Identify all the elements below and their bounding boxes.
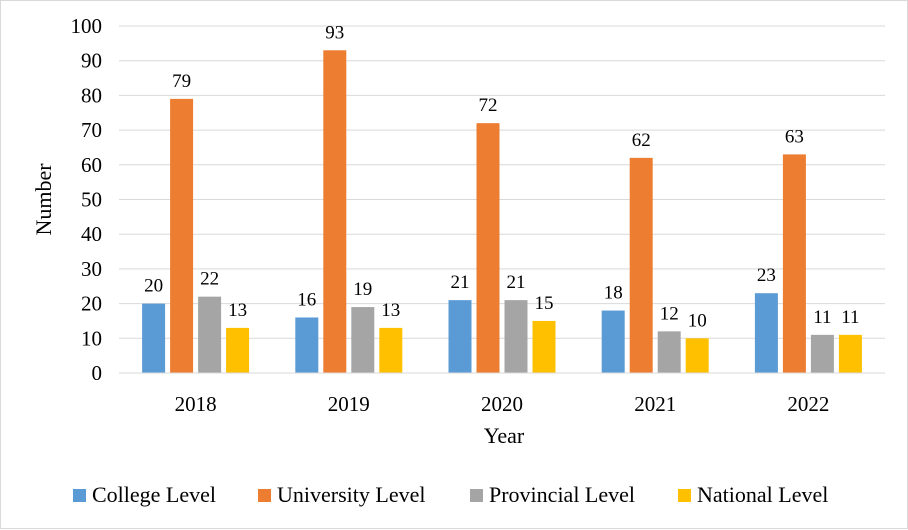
data-label: 12 [660, 303, 679, 324]
data-label: 63 [785, 126, 804, 147]
y-tick-label: 40 [81, 222, 102, 246]
y-tick-label: 60 [81, 153, 102, 177]
legend-label: College Level [92, 482, 216, 507]
bar-provincial-level-2021 [657, 331, 681, 373]
data-labels: 20 79 22 13 16 93 19 13 21 72 21 15 18 62 12 10 23 63 11 11 [144, 22, 859, 331]
y-tick-label: 80 [81, 83, 102, 107]
data-label: 13 [381, 300, 400, 321]
y-tick-label: 100 [71, 14, 103, 38]
x-tick-label: 2021 [634, 392, 676, 416]
bar-provincial-level-2022 [810, 334, 834, 373]
data-label: 18 [604, 283, 623, 304]
bar-college-level-2021 [601, 310, 625, 373]
y-tick-label: 70 [81, 118, 102, 142]
y-tick-label: 0 [92, 361, 103, 385]
data-label: 62 [632, 130, 651, 151]
x-tick-label: 2019 [328, 392, 370, 416]
y-axis-title: Number [31, 163, 56, 236]
bar-national-level-2019 [379, 327, 403, 373]
legend-swatch [678, 489, 691, 502]
legend-label: National Level [697, 482, 828, 507]
data-label: 21 [451, 272, 470, 293]
legend-swatch [73, 489, 86, 502]
y-tick-label: 10 [81, 326, 102, 350]
data-label: 15 [535, 293, 554, 314]
bar-college-level-2018 [142, 303, 166, 373]
bar-university-level-2019 [323, 50, 347, 373]
data-label: 79 [172, 71, 191, 92]
data-label: 93 [325, 22, 344, 43]
data-label: 10 [688, 310, 707, 331]
legend-label: Provincial Level [489, 482, 635, 507]
y-axis-ticks: 0 10 20 30 40 50 60 70 80 90 100 [71, 14, 103, 385]
bar-college-level-2020 [448, 300, 472, 373]
bar-national-level-2020 [532, 320, 556, 373]
bar-university-level-2020 [476, 123, 500, 373]
bar-university-level-2021 [629, 157, 653, 373]
bar-provincial-level-2020 [504, 300, 528, 373]
y-tick-label: 30 [81, 257, 102, 281]
legend: College Level University Level Provincial … [73, 482, 828, 507]
data-label: 22 [200, 269, 219, 290]
x-tick-label: 2020 [481, 392, 523, 416]
data-label: 72 [479, 95, 498, 116]
data-label: 11 [841, 307, 859, 328]
x-axis-title: Year [484, 423, 525, 448]
data-label: 16 [297, 289, 316, 310]
bar-national-level-2021 [685, 338, 709, 373]
bar-college-level-2022 [754, 293, 778, 373]
data-label: 23 [757, 265, 776, 286]
x-axis-ticks: 2018 2019 2020 2021 2022 [175, 392, 830, 416]
x-tick-label: 2018 [175, 392, 217, 416]
bar-university-level-2018 [170, 98, 194, 374]
y-tick-label: 50 [81, 188, 102, 212]
y-tick-label: 90 [81, 49, 102, 73]
legend-swatch [470, 489, 483, 502]
legend-label: University Level [277, 482, 425, 507]
bar-national-level-2022 [838, 334, 862, 373]
data-label: 20 [144, 276, 163, 297]
data-label: 13 [228, 300, 247, 321]
gridlines [119, 25, 885, 339]
legend-swatch [258, 489, 271, 502]
data-label: 11 [813, 307, 831, 328]
data-label: 21 [507, 272, 526, 293]
bar-university-level-2022 [782, 154, 806, 373]
bar-provincial-level-2018 [198, 296, 222, 373]
y-tick-label: 20 [81, 292, 102, 316]
bar-college-level-2019 [295, 317, 319, 373]
bar-national-level-2018 [226, 327, 250, 373]
bar-provincial-level-2019 [351, 307, 375, 373]
x-tick-label: 2022 [787, 392, 829, 416]
bars [142, 50, 862, 374]
data-label: 19 [353, 279, 372, 300]
